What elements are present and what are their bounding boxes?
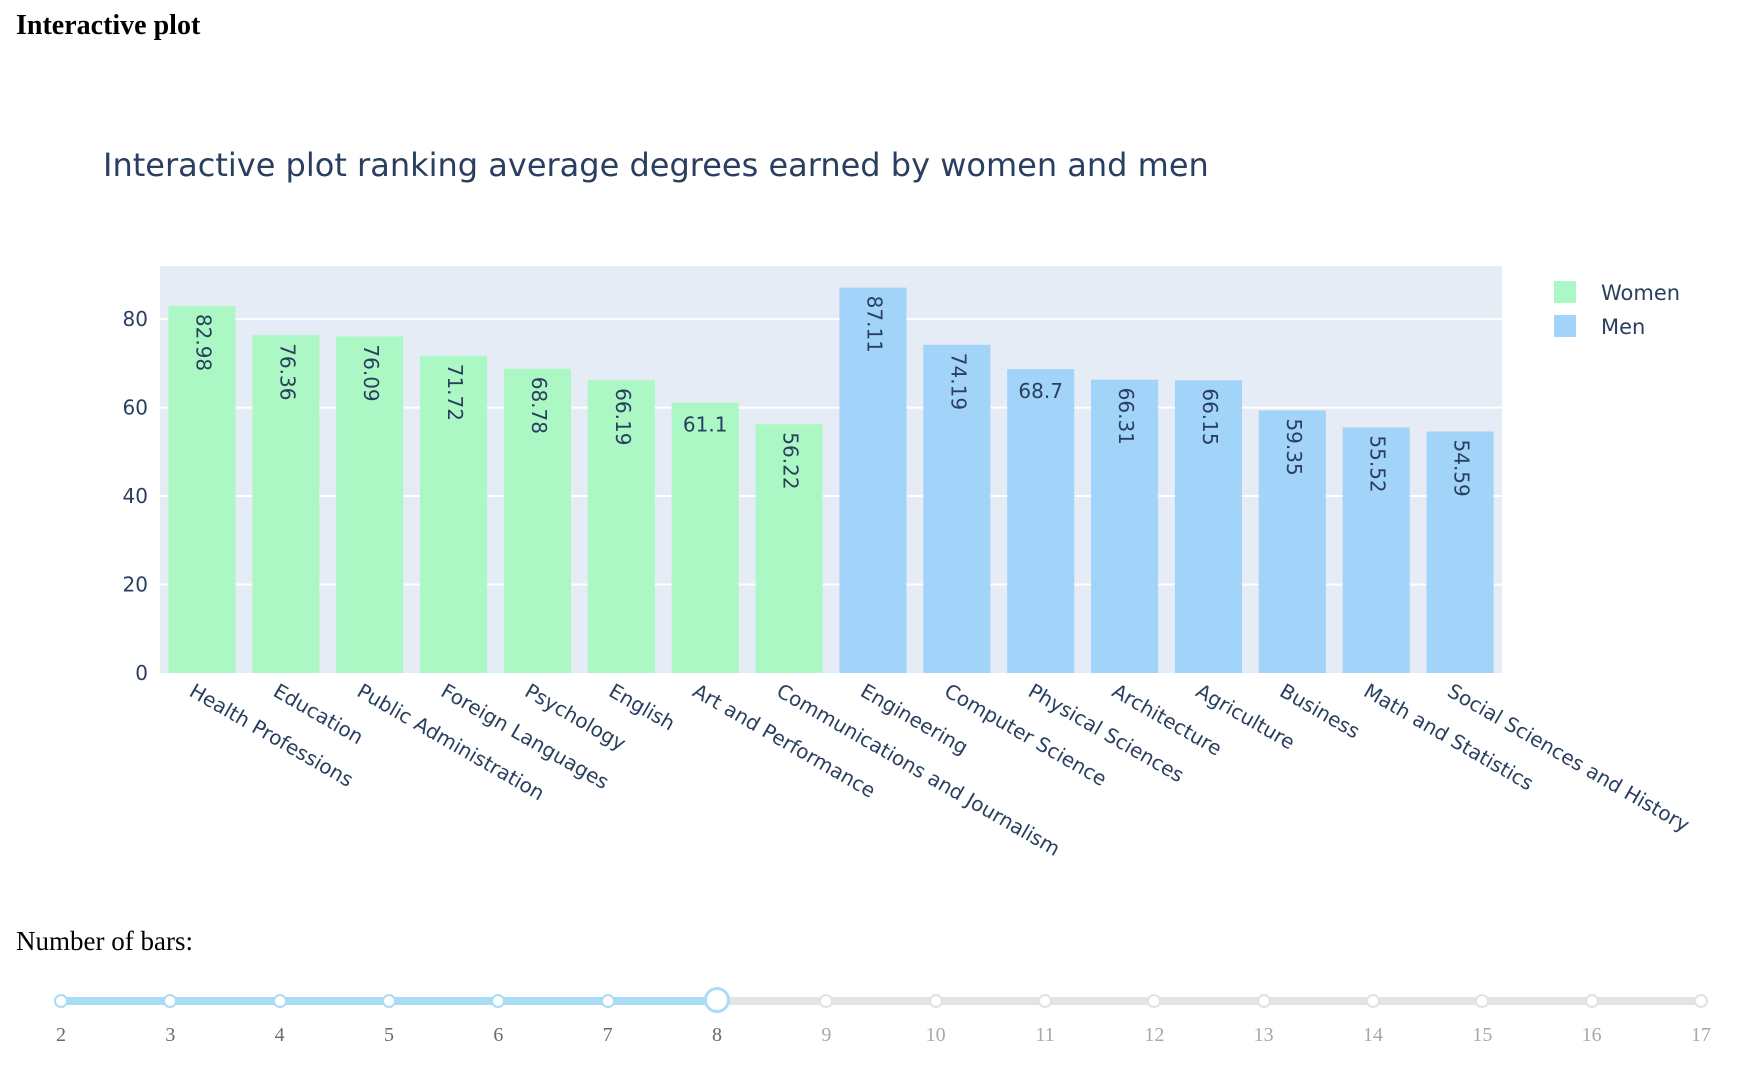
slider-stop[interactable]	[1147, 994, 1162, 1008]
bar-women-0[interactable]	[168, 305, 236, 673]
bar-value-label: 56.22	[779, 432, 803, 489]
y-tick-label: 60	[123, 396, 148, 420]
bar-value-label: 74.19	[946, 353, 970, 410]
bar-value-label: 55.52	[1366, 435, 1390, 492]
slider-stop[interactable]	[928, 994, 943, 1008]
slider-tick-label: 2	[56, 1024, 66, 1046]
y-tick-label: 0	[135, 661, 148, 685]
y-axis: 0 20 40 60 80	[123, 307, 148, 685]
bar-value-label: 66.15	[1198, 388, 1222, 445]
slider-tick-label: 13	[1253, 1024, 1274, 1046]
bar-women-7[interactable]	[755, 424, 823, 673]
legend-item-men[interactable]: Men	[1601, 315, 1645, 339]
bar-value-label: 66.31	[1114, 388, 1138, 445]
slider-stop[interactable]	[1584, 994, 1599, 1008]
bar-women-4[interactable]	[503, 368, 571, 673]
slider-stop[interactable]	[382, 994, 396, 1008]
slider-track[interactable]	[61, 997, 1701, 1005]
slider-tick-label: 17	[1691, 1024, 1711, 1046]
slider-stop[interactable]	[1256, 994, 1271, 1008]
bar-value-label: 66.19	[611, 388, 635, 445]
slider-stop[interactable]	[1475, 994, 1490, 1008]
bar-value-label: 68.78	[527, 377, 551, 434]
chart-title: Interactive plot ranking average degrees…	[103, 146, 1209, 184]
bar-men-8[interactable]	[839, 287, 907, 673]
bar-men-15[interactable]	[1426, 431, 1494, 673]
bar-value-label: 76.36	[275, 343, 299, 400]
bar-value-label: 54.59	[1450, 439, 1474, 496]
bar-men-11[interactable]	[1091, 379, 1159, 673]
bar-women-1[interactable]	[252, 335, 320, 673]
page-heading: Interactive plot	[16, 10, 201, 41]
slider-tick-label: 4	[274, 1024, 285, 1046]
slider-stop[interactable]	[1366, 994, 1380, 1008]
slider-tick-label: 3	[165, 1024, 176, 1046]
slider-stop[interactable]	[819, 994, 834, 1008]
slider-stop[interactable]	[600, 994, 615, 1008]
legend[interactable]: Women Men	[1554, 281, 1680, 339]
bars[interactable]	[168, 287, 1494, 673]
bar-value-label: 61.1	[683, 413, 728, 437]
bar-labels: 82.98 76.36 76.09 71.72 68.78 66.19 61.1 56.22 8…	[191, 296, 1473, 497]
slider-stop[interactable]	[54, 994, 68, 1008]
slider-stop[interactable]	[491, 994, 506, 1008]
slider-stop[interactable]	[1038, 994, 1052, 1008]
y-tick-label: 20	[123, 573, 148, 597]
bar-women-2[interactable]	[336, 336, 404, 673]
slider-tick-label: 6	[493, 1024, 504, 1046]
slider-stop[interactable]	[272, 994, 287, 1008]
slider-label: Number of bars:	[16, 926, 193, 956]
legend-swatch-men[interactable]	[1554, 315, 1576, 337]
bar-women-3[interactable]	[420, 355, 488, 673]
slider-tick-label: 9	[821, 1024, 832, 1046]
slider-tick-label: 8	[712, 1024, 722, 1046]
bar-value-label: 87.11	[862, 296, 886, 353]
bar-value-label: 76.09	[359, 344, 383, 401]
slider-tick-label: 7	[602, 1024, 613, 1046]
bar-men-12[interactable]	[1174, 380, 1242, 673]
bar-value-label: 59.35	[1282, 418, 1306, 475]
bar-women-5[interactable]	[587, 380, 655, 673]
y-tick-label: 40	[123, 484, 148, 508]
slider-tick-label: 5	[384, 1024, 394, 1046]
slider-stop[interactable]	[163, 994, 178, 1008]
bar-men-13[interactable]	[1258, 410, 1326, 673]
bar-chart: Interactive plot ranking average degrees…	[103, 146, 1694, 861]
slider-thumb[interactable]	[704, 987, 730, 1013]
slider-tick-label: 16	[1581, 1024, 1602, 1046]
slider-tick-label: 11	[1035, 1024, 1055, 1046]
bar-women-6[interactable]	[671, 402, 739, 673]
legend-swatch-women[interactable]	[1554, 281, 1576, 303]
legend-item-women[interactable]: Women	[1601, 281, 1680, 305]
slider-stop[interactable]	[1694, 994, 1708, 1008]
bar-value-label: 82.98	[191, 314, 215, 371]
bar-men-9[interactable]	[923, 344, 991, 673]
slider-tick-label: 14	[1363, 1024, 1383, 1046]
bar-men-10[interactable]	[1007, 369, 1075, 673]
slider-tick-label: 15	[1472, 1024, 1493, 1046]
slider-tick-label: 10	[925, 1024, 946, 1046]
bar-value-label: 68.7	[1018, 379, 1063, 403]
bar-men-14[interactable]	[1342, 427, 1410, 673]
y-tick-label: 80	[123, 307, 148, 331]
number-of-bars-slider[interactable]: 2 3 4 5 6 7 8 9 10 11 12 13 14 15 16 17	[0, 980, 1738, 1080]
bar-value-label: 71.72	[443, 364, 467, 421]
slider-tick-label: 12	[1144, 1024, 1165, 1046]
